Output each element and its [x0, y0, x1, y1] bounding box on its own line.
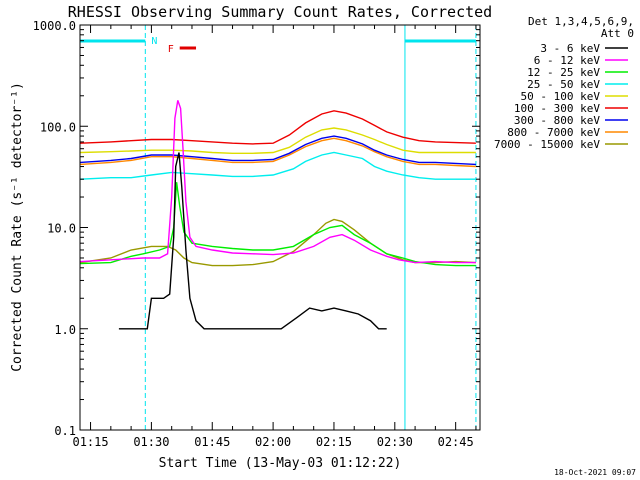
- legend-label: 50 - 100 keV: [521, 90, 601, 103]
- x-tick-label: 02:45: [438, 435, 474, 449]
- plot-frame: [79, 24, 481, 431]
- chart-title: RHESSI Observing Summary Count Rates, Co…: [68, 3, 492, 21]
- legend-header-line-2: Att 0: [601, 27, 634, 40]
- timestamp: 18-Oct-2021 09:07: [554, 468, 636, 477]
- legend-label: 12 - 25 keV: [527, 66, 600, 79]
- x-tick-label: 01:30: [133, 435, 169, 449]
- x-tick-label: 02:15: [316, 435, 352, 449]
- x-tick-label: 02:30: [377, 435, 413, 449]
- series-line: [80, 137, 476, 168]
- series-group: [80, 100, 476, 330]
- x-tick-label: 01:45: [194, 435, 230, 449]
- series-line: [118, 152, 387, 330]
- x-tick-label: 02:00: [255, 435, 291, 449]
- y-tick-label: 1000.0: [33, 19, 76, 33]
- legend-label: 800 - 7000 keV: [507, 126, 600, 139]
- y-tick-label: 100.0: [40, 120, 76, 134]
- series-line: [80, 110, 476, 145]
- y-axis-label: Corrected Count Rate (s⁻¹ detector⁻¹): [10, 82, 25, 372]
- legend-header-line-1: Det 1,3,4,5,6,9,: [528, 15, 634, 28]
- legend-label: 100 - 300 keV: [514, 102, 600, 115]
- series-line: [80, 182, 476, 267]
- series-line: [80, 135, 476, 166]
- x-tick-label: 01:15: [72, 435, 108, 449]
- series-line: [80, 100, 476, 264]
- legend-label: 7000 - 15000 keV: [494, 138, 600, 151]
- y-tick-label: 10.0: [47, 222, 76, 236]
- flare-label: F: [168, 44, 174, 55]
- legend-label: 6 - 12 keV: [534, 54, 601, 67]
- legend-label: 3 - 6 keV: [540, 42, 600, 55]
- y-tick-label: 0.1: [54, 424, 76, 438]
- axes: 0.1 1.0 10.0 100.0 1000.0 01:15 01:30 01:45 02:0…: [33, 19, 481, 449]
- y-tick-label: 1.0: [54, 323, 76, 337]
- series-line: [80, 151, 476, 180]
- plot-area: NF: [79, 25, 477, 430]
- series-line: [80, 127, 476, 154]
- night-label: N: [151, 36, 157, 47]
- x-axis-label: Start Time (13-May-03 01:12:22): [159, 456, 402, 471]
- legend-label: 300 - 800 keV: [514, 114, 600, 127]
- legend-label: 25 - 50 keV: [527, 78, 600, 91]
